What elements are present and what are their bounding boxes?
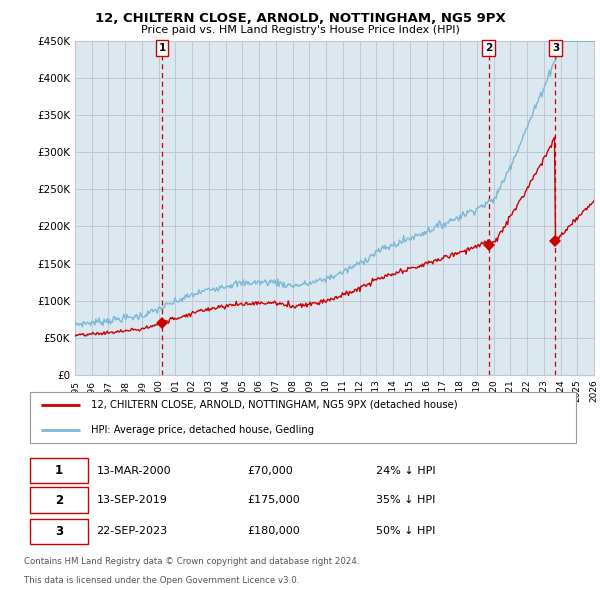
Text: 1: 1: [55, 464, 63, 477]
Text: 22-SEP-2023: 22-SEP-2023: [97, 526, 167, 536]
Text: 24% ↓ HPI: 24% ↓ HPI: [376, 466, 435, 476]
Text: 2: 2: [485, 43, 492, 53]
FancyBboxPatch shape: [29, 392, 577, 443]
FancyBboxPatch shape: [29, 458, 88, 483]
Text: 1: 1: [158, 43, 166, 53]
FancyBboxPatch shape: [29, 487, 88, 513]
Text: £175,000: £175,000: [247, 495, 300, 505]
Text: 13-SEP-2019: 13-SEP-2019: [97, 495, 167, 505]
Text: 50% ↓ HPI: 50% ↓ HPI: [376, 526, 435, 536]
Text: This data is licensed under the Open Government Licence v3.0.: This data is licensed under the Open Gov…: [24, 576, 299, 585]
Text: 3: 3: [55, 525, 63, 537]
Text: 13-MAR-2000: 13-MAR-2000: [97, 466, 171, 476]
Text: 12, CHILTERN CLOSE, ARNOLD, NOTTINGHAM, NG5 9PX (detached house): 12, CHILTERN CLOSE, ARNOLD, NOTTINGHAM, …: [91, 399, 458, 409]
Text: Price paid vs. HM Land Registry's House Price Index (HPI): Price paid vs. HM Land Registry's House …: [140, 25, 460, 35]
Text: 2: 2: [55, 493, 63, 507]
Text: 35% ↓ HPI: 35% ↓ HPI: [376, 495, 435, 505]
Text: 12, CHILTERN CLOSE, ARNOLD, NOTTINGHAM, NG5 9PX: 12, CHILTERN CLOSE, ARNOLD, NOTTINGHAM, …: [95, 12, 505, 25]
Text: 3: 3: [552, 43, 559, 53]
Text: Contains HM Land Registry data © Crown copyright and database right 2024.: Contains HM Land Registry data © Crown c…: [24, 557, 359, 566]
Text: £180,000: £180,000: [247, 526, 300, 536]
FancyBboxPatch shape: [29, 519, 88, 544]
Text: HPI: Average price, detached house, Gedling: HPI: Average price, detached house, Gedl…: [91, 425, 314, 435]
Text: £70,000: £70,000: [247, 466, 293, 476]
